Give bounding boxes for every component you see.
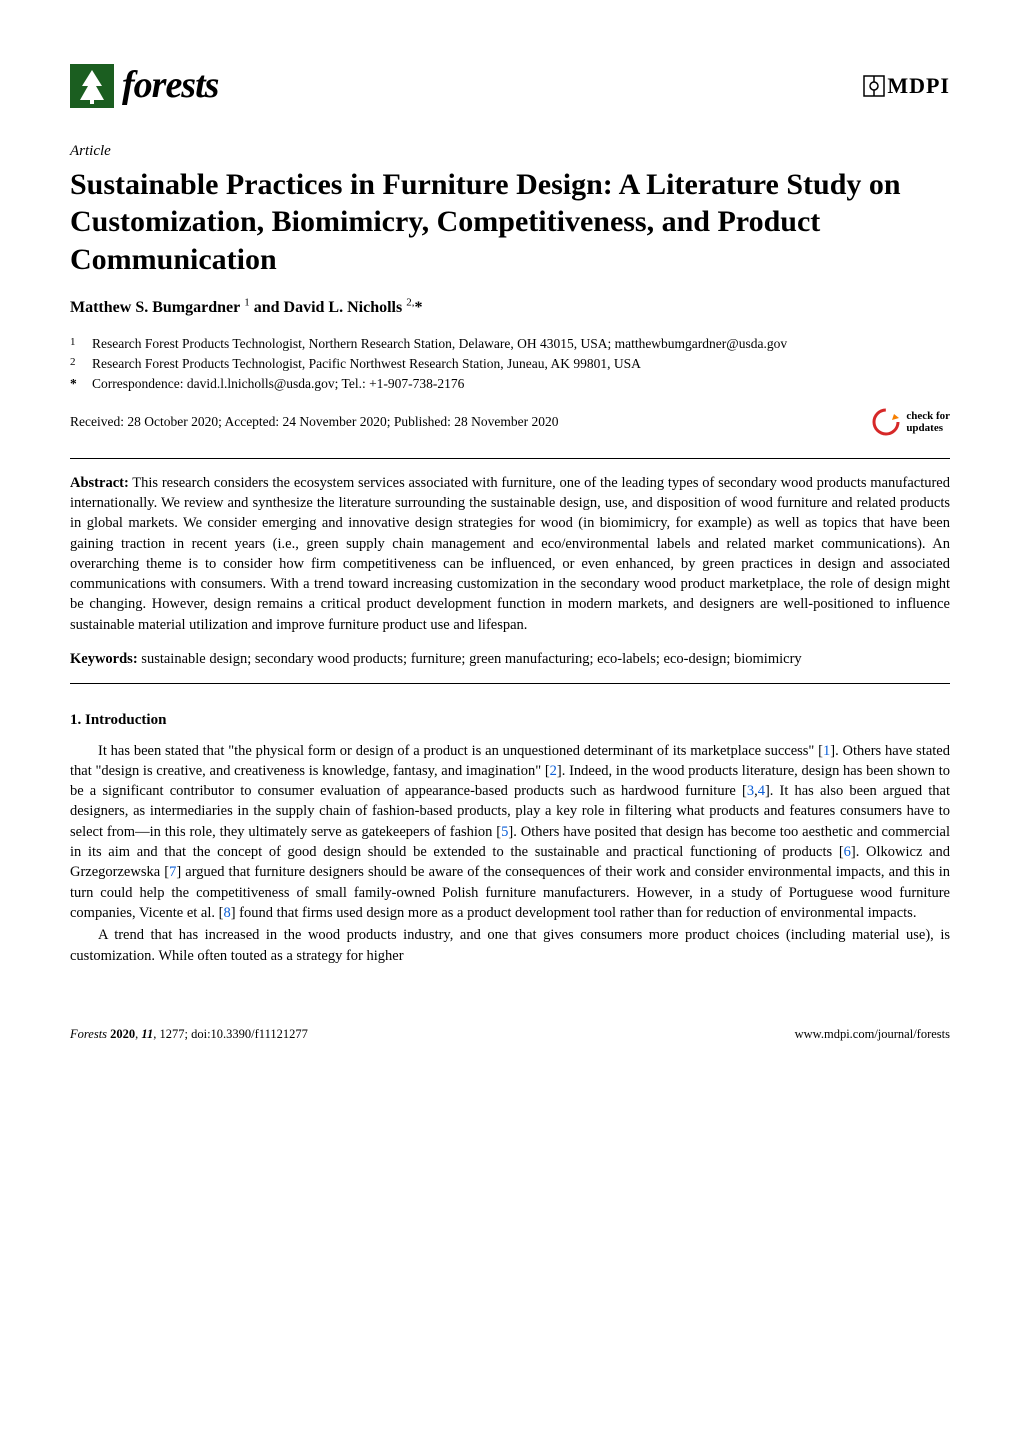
- affil-text: Research Forest Products Technologist, P…: [92, 355, 641, 373]
- ref-8-link[interactable]: 8: [223, 905, 230, 921]
- keywords-label: Keywords:: [70, 651, 138, 667]
- affil-marker-star: *: [70, 375, 92, 393]
- authors-line: Matthew S. Bumgardner 1 and David L. Nic…: [70, 296, 950, 319]
- dates-row: Received: 28 October 2020; Accepted: 24 …: [70, 408, 950, 436]
- abstract-paragraph: Abstract: This research considers the ec…: [70, 473, 950, 635]
- intro-paragraph-1: It has been stated that "the physical fo…: [70, 741, 950, 924]
- affil-marker: 2: [70, 355, 92, 373]
- affil-text: Correspondence: david.l.lnicholls@usda.g…: [92, 375, 464, 393]
- keywords-text: sustainable design; secondary wood produ…: [141, 651, 801, 667]
- publisher-name: MDPI: [887, 71, 950, 101]
- correspondence: * Correspondence: david.l.lnicholls@usda…: [92, 375, 950, 393]
- article-title: Sustainable Practices in Furniture Desig…: [70, 166, 950, 279]
- journal-url-link[interactable]: www.mdpi.com/journal/forests: [795, 1027, 950, 1041]
- ref-2-link[interactable]: 2: [550, 763, 557, 779]
- check-updates-text: check for updates: [906, 410, 950, 434]
- mdpi-icon: [863, 75, 885, 97]
- ref-4-link[interactable]: 4: [758, 783, 765, 799]
- page-footer: Forests 2020, 11, 1277; doi:10.3390/f111…: [70, 1026, 950, 1043]
- forests-tree-icon: [70, 64, 114, 108]
- ref-6-link[interactable]: 6: [844, 844, 851, 860]
- journal-logo: forests: [70, 60, 218, 111]
- check-updates-icon: [872, 408, 900, 436]
- abstract-keywords-block: Abstract: This research considers the ec…: [70, 458, 950, 685]
- footer-url: www.mdpi.com/journal/forests: [795, 1026, 950, 1043]
- journal-name: forests: [122, 60, 218, 111]
- article-type: Article: [70, 141, 950, 161]
- ref-3-link[interactable]: 3: [747, 783, 754, 799]
- affiliations-block: 1 Research Forest Products Technologist,…: [70, 335, 950, 394]
- abstract-label: Abstract:: [70, 475, 129, 491]
- check-for-updates-button[interactable]: check for updates: [872, 408, 950, 436]
- affiliation-1: 1 Research Forest Products Technologist,…: [92, 335, 950, 353]
- page-header: forests MDPI: [70, 60, 950, 111]
- author-names: Matthew S. Bumgardner 1 and David L. Nic…: [70, 299, 422, 316]
- article-dates: Received: 28 October 2020; Accepted: 24 …: [70, 413, 559, 431]
- abstract-text: This research considers the ecosystem se…: [70, 475, 950, 633]
- keywords-paragraph: Keywords: sustainable design; secondary …: [70, 649, 950, 669]
- affil-text: Research Forest Products Technologist, N…: [92, 335, 787, 353]
- affiliation-2: 2 Research Forest Products Technologist,…: [92, 355, 950, 373]
- publisher-logo: MDPI: [863, 71, 950, 101]
- footer-citation: Forests 2020, 11, 1277; doi:10.3390/f111…: [70, 1026, 308, 1043]
- section-1-heading: 1. Introduction: [70, 710, 950, 730]
- affil-marker: 1: [70, 335, 92, 353]
- intro-paragraph-2: A trend that has increased in the wood p…: [70, 925, 950, 966]
